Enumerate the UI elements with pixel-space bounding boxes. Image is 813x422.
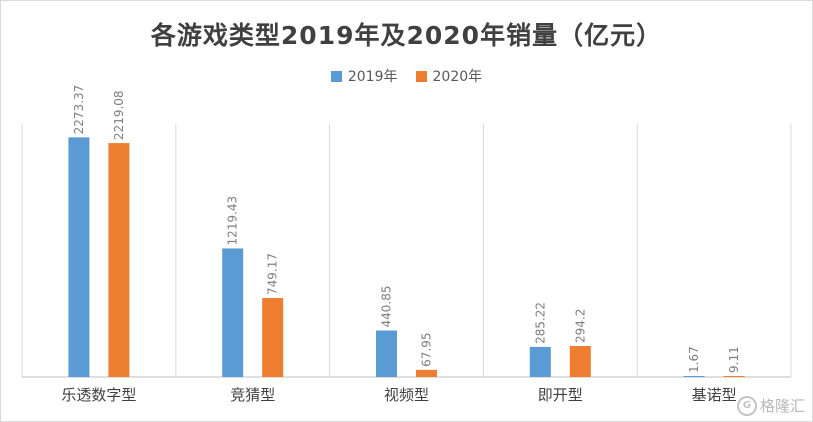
data-label-2019: 285.22 [533,302,547,344]
legend-swatch-2019 [330,70,342,82]
data-label-2020: 2219.08 [112,90,126,140]
data-label-2019: 1219.43 [226,196,240,246]
bar-2019 [222,248,244,377]
category-label: 即开型 [538,386,583,404]
category-label: 基诺型 [692,386,737,404]
watermark: G 格隆汇 [736,395,805,416]
bar-2019 [683,376,705,377]
category-label: 竞猜型 [230,386,275,404]
data-label-2019: 1.67 [687,346,701,373]
chart-legend: 2019年 2020年 [0,66,813,86]
bar-2019 [529,346,551,377]
legend-swatch-2020 [415,70,427,82]
bar-2020 [723,376,745,377]
bar-2020 [262,298,284,377]
legend-label-2020: 2020年 [432,69,483,85]
data-label-2020: 9.11 [727,346,741,373]
glh-logo-icon: G [736,395,757,416]
category-label: 乐透数字型 [61,386,136,404]
bar-2020 [416,369,437,377]
bar-2019 [68,137,90,377]
legend-item-2019: 2019年 [330,66,398,86]
bar-2020 [569,345,591,377]
legend-item-2020: 2020年 [415,66,483,86]
data-label-2020: 67.95 [420,332,434,366]
chart-title: 各游戏类型2019年及2020年销量（亿元） [150,21,663,50]
data-label-2020: 294.2 [573,309,587,343]
bar-2020 [108,143,130,377]
data-label-2020: 749.17 [266,253,280,295]
category-label: 视频型 [384,386,429,404]
data-label-2019: 2273.37 [72,85,86,135]
bar-2019 [376,330,397,377]
legend-label-2019: 2019年 [347,69,398,85]
data-label-2019: 440.85 [380,286,394,328]
watermark-text: 格隆汇 [759,397,805,415]
